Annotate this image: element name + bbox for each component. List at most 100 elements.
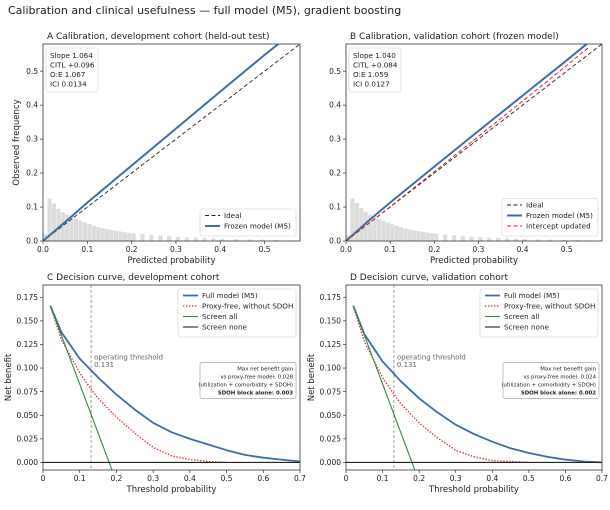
x-tick-label: 0.0 xyxy=(340,245,352,254)
panel-a-calibration-development: A Calibration, development cohort (held-… xyxy=(12,32,301,266)
y-axis-label: Net benefit xyxy=(307,353,317,401)
net-benefit-annotation-box xyxy=(199,362,297,399)
y-tick-label: 0.000 xyxy=(17,458,39,467)
histogram-bar xyxy=(184,237,189,241)
y-tick-label: 0.4 xyxy=(329,101,341,110)
histogram-bar xyxy=(96,227,101,241)
x-axis-label: Predicted probability xyxy=(430,256,518,266)
histogram-bar xyxy=(478,236,483,241)
panel-title: C Decision curve, development cohort xyxy=(47,273,220,283)
stats-line: Slope 1.040 xyxy=(353,51,396,60)
histogram-bar xyxy=(175,236,181,241)
y-tick-label: 0.5 xyxy=(26,67,38,76)
y-tick-label: 0.150 xyxy=(17,316,39,325)
net-benefit-annotation-line: SDOH block alone: 0.003 xyxy=(218,390,293,396)
histogram-bar xyxy=(47,198,52,241)
histogram-bar xyxy=(118,231,123,241)
histogram-bar xyxy=(105,229,110,241)
series-line-full-model-m5- xyxy=(49,305,300,463)
y-tick-label: 0.075 xyxy=(320,387,342,396)
histogram-bar xyxy=(65,214,70,241)
x-tick-label: 0.2 xyxy=(428,245,440,254)
histogram-bar xyxy=(549,239,554,241)
net-benefit-annotation-line: (utilization + comorbidity + SDOH) xyxy=(198,382,293,388)
panel-b-calibration-validation: B Calibration, validation cohort (frozen… xyxy=(329,32,603,266)
legend-label: Proxy-free, without SDOH xyxy=(202,302,293,311)
histogram-bar xyxy=(434,233,439,241)
y-tick-label: 0.125 xyxy=(320,340,342,349)
operating-threshold-label: operating threshold xyxy=(94,354,163,362)
y-tick-label: 0.0 xyxy=(26,237,38,246)
x-tick-label: 0.2 xyxy=(126,245,138,254)
prediction-histogram xyxy=(346,198,593,241)
stats-line: O:E 1.067 xyxy=(50,70,85,79)
plot-frame xyxy=(345,43,603,242)
plot-frame xyxy=(345,284,603,471)
panel-title: D Decision curve, validation cohort xyxy=(350,273,508,283)
series-group xyxy=(43,305,300,470)
stats-line: CITL +0.084 xyxy=(353,61,398,70)
histogram-bar xyxy=(140,234,145,241)
y-tick-label: 0.050 xyxy=(17,411,39,420)
prediction-histogram xyxy=(43,198,291,241)
histogram-bar xyxy=(429,233,434,241)
legend-label: Frozen model (M5) xyxy=(526,211,593,220)
legend-label: Full model (M5) xyxy=(202,291,258,300)
operating-threshold-label: operating threshold xyxy=(397,354,466,362)
histogram-bar xyxy=(504,238,510,241)
net-benefit-annotation-line: SDOH block alone: 0.002 xyxy=(521,390,596,396)
histogram-bar xyxy=(354,202,359,241)
legend-label: Intercept updated xyxy=(526,222,591,231)
histogram-bar xyxy=(421,231,426,241)
x-tick-label: 0.6 xyxy=(559,474,571,483)
y-axis-label: Net benefit xyxy=(4,353,14,401)
figure-title: Calibration and clinical usefulness — fu… xyxy=(8,4,402,17)
histogram-bar xyxy=(535,239,540,241)
stats-line: CITL +0.096 xyxy=(50,61,95,70)
x-tick-label: 0.5 xyxy=(259,245,271,254)
series-line-full-model-m5- xyxy=(352,305,602,464)
histogram-bar xyxy=(202,237,207,241)
net-benefit-annotation-line: vs proxy-free model: 0.028 xyxy=(220,374,293,380)
x-tick-label: 0.3 xyxy=(147,474,159,483)
histogram-bar xyxy=(158,235,163,241)
histogram-bar xyxy=(412,230,417,241)
x-tick-label: 0 xyxy=(344,474,349,483)
x-axis-label: Predicted probability xyxy=(128,256,216,266)
x-tick-label: 0.5 xyxy=(523,474,535,483)
histogram-bar xyxy=(359,208,364,241)
x-tick-label: 0.3 xyxy=(450,474,462,483)
histogram-bar xyxy=(74,218,79,241)
x-tick-label: 0.0 xyxy=(37,245,49,254)
x-tick-label: 0.3 xyxy=(472,245,484,254)
series-line-screen-all xyxy=(49,305,113,470)
y-tick-label: 0.175 xyxy=(320,293,342,302)
histogram-bar xyxy=(460,235,465,241)
panel-title: B Calibration, validation cohort (frozen… xyxy=(350,32,559,42)
histogram-bar xyxy=(149,234,154,241)
x-tick-label: 0.1 xyxy=(81,245,93,254)
legend-label: Full model (M5) xyxy=(504,291,560,300)
y-tick-label: 0.2 xyxy=(26,169,38,178)
x-tick-label: 0.4 xyxy=(517,245,529,254)
y-tick-label: 0.175 xyxy=(17,293,39,302)
histogram-bar xyxy=(562,239,567,241)
panel-title: A Calibration, development cohort (held-… xyxy=(47,32,269,42)
y-tick-label: 0.1 xyxy=(26,203,38,212)
y-tick-label: 0.125 xyxy=(17,340,39,349)
histogram-bar xyxy=(368,214,373,241)
operating-threshold-value: 0.131 xyxy=(397,361,417,369)
operating-threshold-value: 0.131 xyxy=(94,361,114,369)
histogram-bar xyxy=(220,238,225,241)
histogram-bar xyxy=(416,231,421,241)
y-tick-label: 0.025 xyxy=(320,434,342,443)
histogram-bar xyxy=(131,233,136,241)
stats-line: ICI 0.0127 xyxy=(353,80,390,89)
panel-c-decision-curve-development: C Decision curve, development cohort oper… xyxy=(4,273,306,495)
series-line-frozen-model-m5- xyxy=(346,44,589,241)
legend-box xyxy=(501,198,599,237)
histogram-bar xyxy=(376,218,382,241)
histogram-bar xyxy=(390,224,395,241)
series-group xyxy=(43,44,300,241)
